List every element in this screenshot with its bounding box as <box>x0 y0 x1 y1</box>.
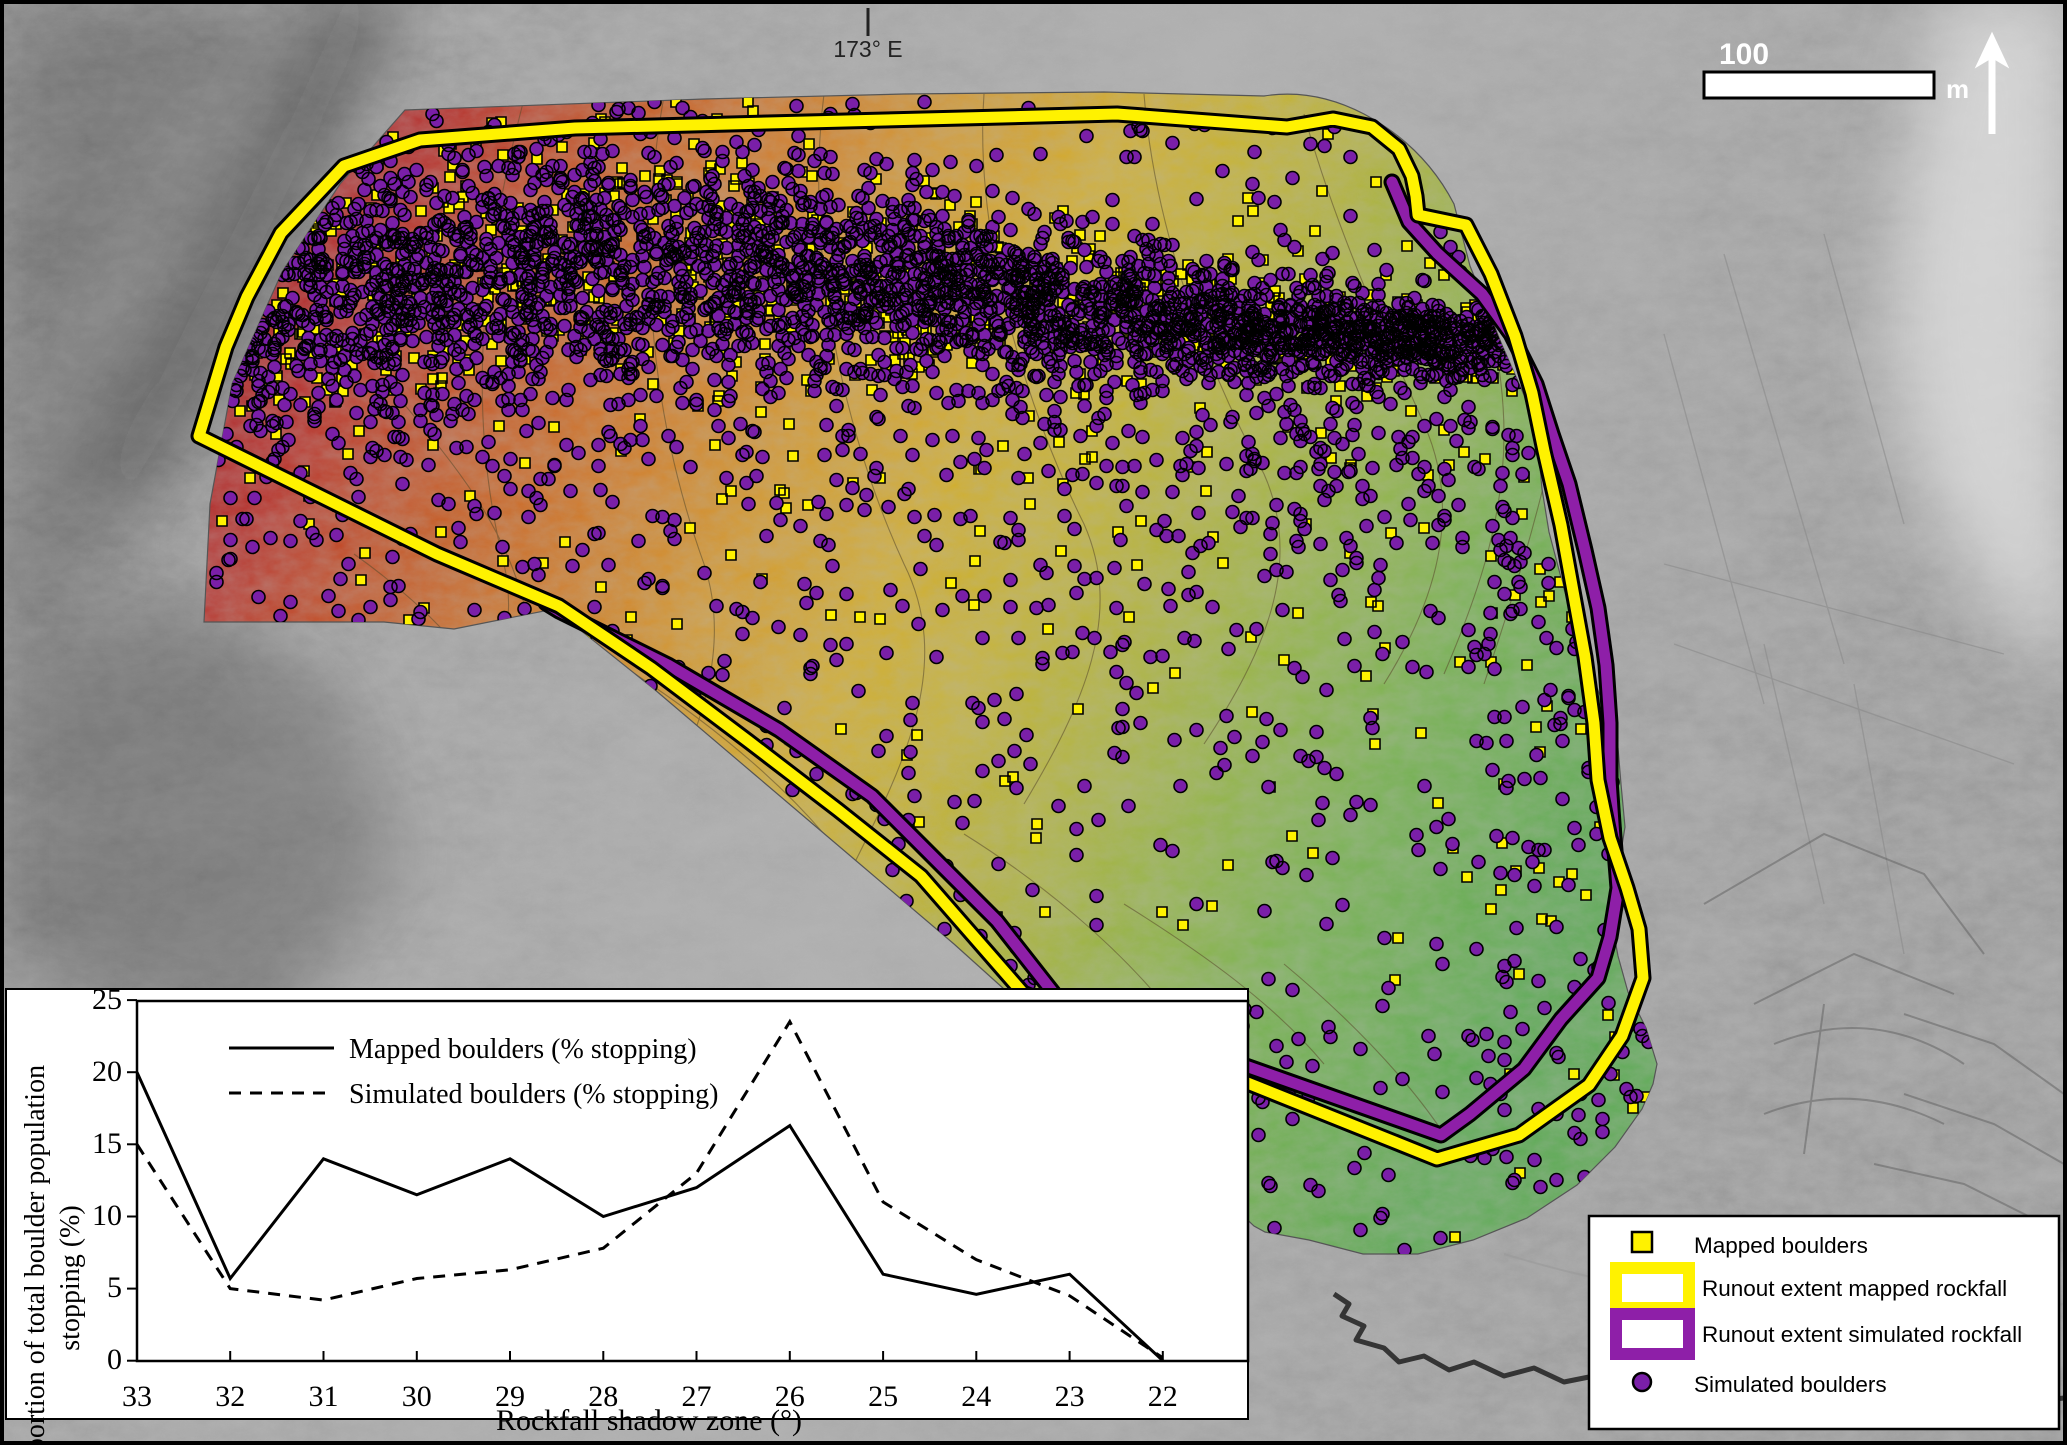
svg-text:25: 25 <box>92 983 122 1016</box>
svg-text:Runout extent mapped rockfall: Runout extent mapped rockfall <box>1702 1276 2007 1301</box>
svg-text:Rockfall shadow zone (°): Rockfall shadow zone (°) <box>496 1404 802 1437</box>
svg-text:30: 30 <box>402 1380 432 1413</box>
svg-text:5: 5 <box>107 1271 122 1304</box>
svg-text:0: 0 <box>107 1343 122 1376</box>
svg-text:31: 31 <box>309 1380 339 1413</box>
svg-text:20: 20 <box>92 1055 122 1088</box>
svg-text:Simulated boulders: Simulated boulders <box>1694 1372 1887 1397</box>
svg-text:32: 32 <box>215 1380 245 1413</box>
svg-text:33: 33 <box>122 1380 152 1413</box>
svg-text:Mapped boulders: Mapped boulders <box>1694 1233 1868 1258</box>
svg-text:10: 10 <box>92 1199 122 1232</box>
svg-text:Proportion of total boulder po: Proportion of total boulder population <box>20 1065 51 1441</box>
svg-text:m: m <box>1946 74 1969 104</box>
svg-text:24: 24 <box>961 1380 991 1413</box>
svg-text:100: 100 <box>1719 38 1769 71</box>
svg-text:173° E: 173° E <box>833 36 902 62</box>
svg-text:23: 23 <box>1055 1380 1085 1413</box>
svg-text:Runout extent simulated rockfa: Runout extent simulated rockfall <box>1702 1322 2022 1347</box>
svg-text:stopping (%): stopping (%) <box>55 1205 86 1350</box>
svg-text:Mapped boulders (% stopping): Mapped boulders (% stopping) <box>349 1034 697 1065</box>
svg-text:Simulated boulders (% stopping: Simulated boulders (% stopping) <box>349 1079 718 1110</box>
svg-text:22: 22 <box>1148 1380 1178 1413</box>
svg-text:25: 25 <box>868 1380 898 1413</box>
svg-text:15: 15 <box>92 1127 122 1160</box>
